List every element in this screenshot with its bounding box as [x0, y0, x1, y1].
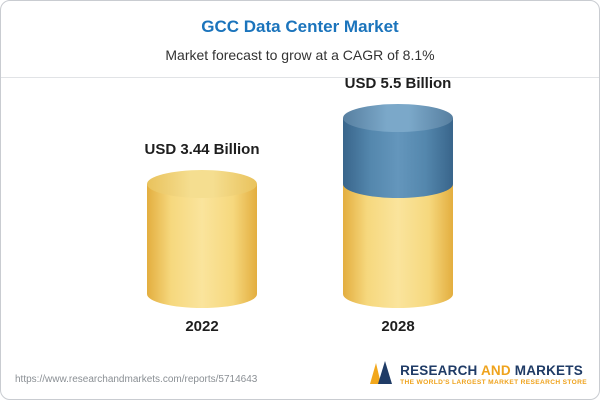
value-label-2028: USD 5.5 Billion [344, 75, 452, 93]
cylinder-2022-segment [147, 169, 257, 308]
value-label-2022: USD 3.44 Billion [144, 140, 260, 158]
logo-text: RESEARCH AND MARKETS THE WORLD'S LARGEST… [400, 364, 587, 387]
logo-tagline: THE WORLD'S LARGEST MARKET RESEARCH STOR… [400, 379, 587, 387]
cylinder-2022-top-ellipse [147, 169, 257, 198]
cylinder-2022 [147, 169, 257, 308]
chart-header: GCC Data Center Market Market forecast t… [1, 1, 599, 78]
source-url: https://www.researchandmarkets.com/repor… [15, 374, 258, 385]
chart-subtitle: Market forecast to grow at a CAGR of 8.1… [165, 47, 435, 63]
logo-wordmark: RESEARCH AND MARKETS [400, 364, 587, 378]
chart-title: GCC Data Center Market [201, 17, 399, 36]
cylinder-2028-blue-segment [343, 104, 453, 198]
header-divider [1, 77, 599, 78]
logo-word-research: RESEARCH [400, 362, 478, 378]
logo-word-markets: MARKETS [514, 362, 583, 378]
cylinder-2028-bottom-ellipse [343, 280, 453, 308]
research-and-markets-logo: RESEARCH AND MARKETS THE WORLD'S LARGEST… [368, 360, 587, 391]
logo-word-and: AND [480, 362, 511, 378]
cylinder-2028-yellow-segment [343, 183, 453, 308]
cylinder-2028 [343, 104, 453, 308]
bar-group-2028: USD 5.5 Billion 2028 [323, 75, 473, 335]
cylinder-2028-junction-ellipse [343, 169, 453, 198]
year-label-2022: 2022 [185, 318, 219, 335]
bar-chart: USD 3.44 Billion 2022 USD 5.5 Billion [1, 75, 599, 335]
year-label-2028: 2028 [381, 318, 415, 335]
cylinder-2022-bottom-ellipse [147, 280, 257, 308]
bar-group-2022: USD 3.44 Billion 2022 [127, 141, 277, 335]
logo-icon [368, 360, 394, 391]
footer: https://www.researchandmarkets.com/repor… [15, 360, 587, 391]
cylinder-2028-top-ellipse [343, 104, 453, 133]
